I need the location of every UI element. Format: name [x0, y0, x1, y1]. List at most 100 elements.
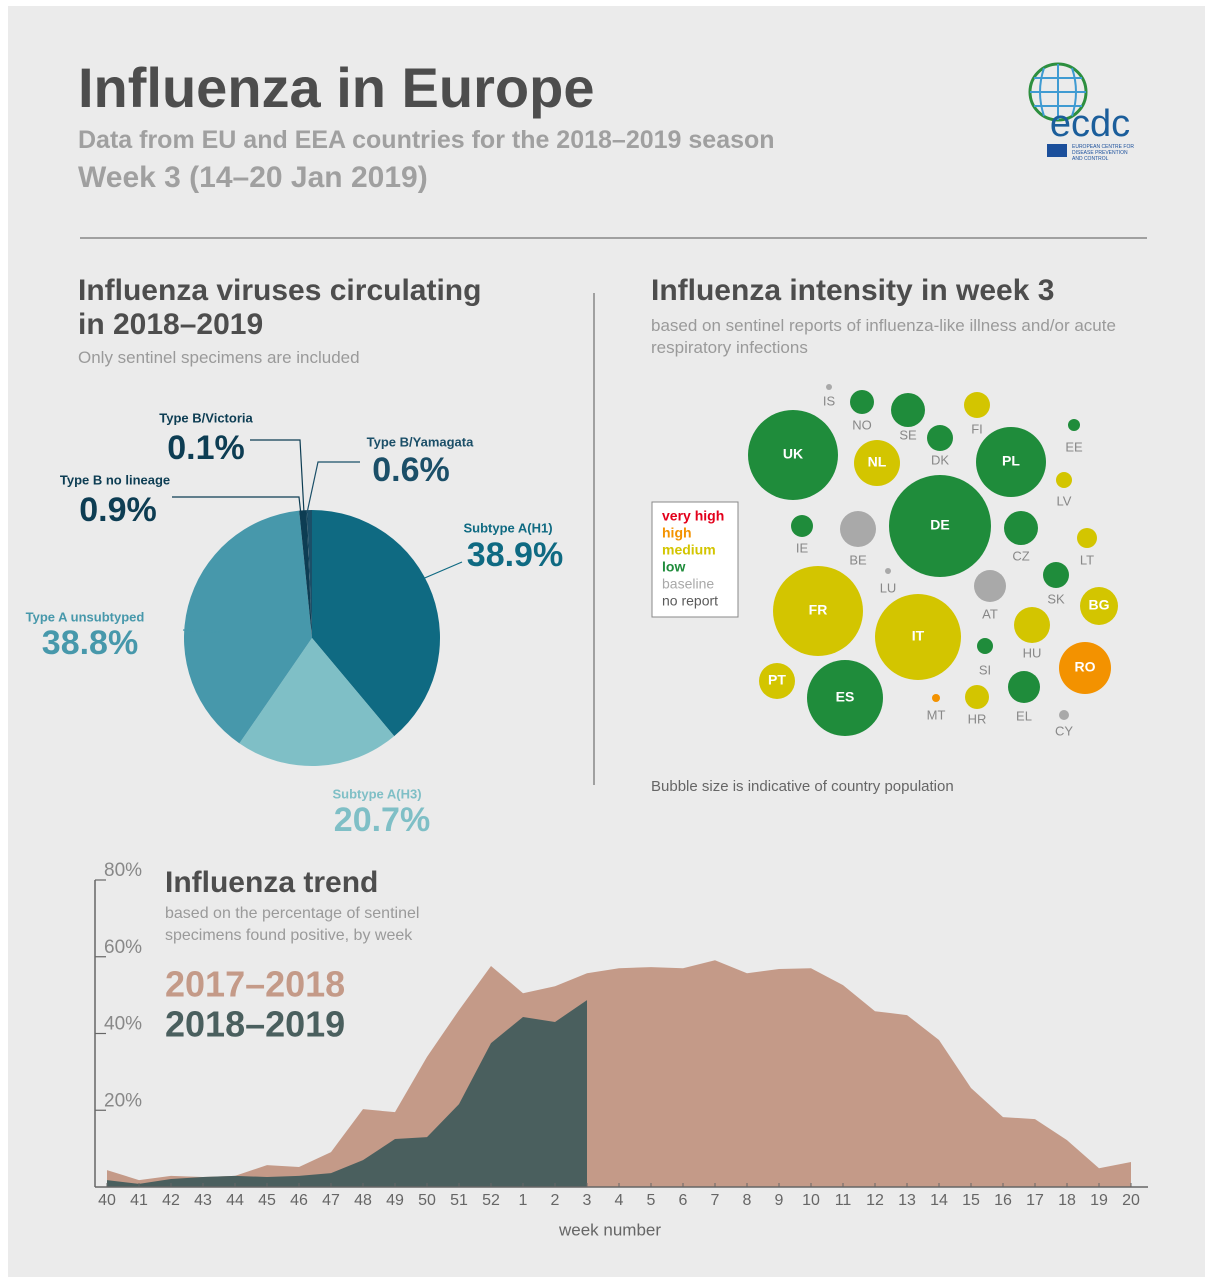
- pie-slice: [306, 510, 312, 638]
- pie-slice: [239, 638, 395, 766]
- country-label: CY: [1055, 723, 1073, 738]
- legend-entry: low: [662, 559, 685, 575]
- country-label: HR: [968, 711, 987, 726]
- country-label: PL: [1002, 453, 1020, 469]
- x-tick-label: 50: [418, 1192, 436, 1209]
- slice-category: Type B/Yamagata: [367, 434, 474, 449]
- leader-line: [419, 561, 463, 581]
- country-label: BE: [849, 552, 867, 567]
- country-bubble: [1043, 562, 1069, 588]
- country-label: HU: [1023, 645, 1042, 660]
- country-bubble: [840, 511, 876, 547]
- x-tick-label: 43: [194, 1192, 212, 1209]
- country-bubble: [885, 568, 891, 574]
- slice-value-label: 0.1%: [167, 429, 245, 467]
- x-tick-label: 47: [322, 1192, 340, 1209]
- slice-category: Type B/Victoria: [159, 410, 253, 425]
- slice-category: Type A unsubtyped: [26, 609, 145, 624]
- country-bubble: [748, 410, 838, 500]
- pie-slice: [184, 510, 312, 744]
- x-tick-label: 52: [482, 1192, 500, 1209]
- x-tick-label: 4: [615, 1192, 624, 1209]
- bubble-subtitle: based on sentinel reports of influenza-l…: [651, 316, 1116, 357]
- x-tick-label: 11: [835, 1192, 852, 1209]
- country-bubble: [1059, 642, 1111, 694]
- country-bubble: [1077, 528, 1097, 548]
- x-tick-label: 45: [258, 1192, 276, 1209]
- x-axis-label: week number: [558, 1220, 661, 1239]
- slice-value-label: 0.9%: [79, 491, 157, 529]
- slice-value-label: 0.6%: [372, 451, 450, 489]
- country-label: AT: [982, 606, 998, 621]
- x-tick-label: 6: [679, 1192, 688, 1209]
- logo-text: ecdc: [1050, 103, 1130, 145]
- area: [107, 1000, 587, 1187]
- x-tick-label: 15: [962, 1192, 980, 1209]
- country-bubble: [850, 390, 874, 414]
- country-bubble: [976, 427, 1046, 497]
- country-label: LV: [1057, 493, 1072, 508]
- country-label: IS: [823, 393, 836, 408]
- legend-entry: 2017–2018: [165, 964, 345, 1005]
- logo-grid: [1030, 64, 1086, 120]
- legend-entry: medium: [662, 542, 716, 558]
- slice-value-label: 20.7%: [334, 801, 430, 839]
- country-bubble: [974, 570, 1006, 602]
- country-bubble: [964, 392, 990, 418]
- country-label: FI: [971, 421, 983, 436]
- bubble-title: Influenza intensity in week 3: [651, 274, 1055, 307]
- slice-category: Type B no lineage: [60, 472, 170, 487]
- country-label: NL: [868, 454, 887, 470]
- country-bubble: [1008, 671, 1040, 703]
- country-bubble: [1059, 710, 1069, 720]
- country-bubble: [1014, 607, 1050, 643]
- x-tick-label: 7: [711, 1192, 720, 1209]
- country-label: NO: [852, 417, 872, 432]
- title: Influenza in Europe: [78, 56, 595, 119]
- x-tick-label: 49: [386, 1192, 404, 1209]
- country-bubble: [773, 566, 863, 656]
- x-tick-label: 40: [98, 1192, 116, 1209]
- country-label: RO: [1075, 659, 1096, 675]
- country-label: SK: [1047, 591, 1065, 606]
- country-label: UK: [783, 446, 803, 462]
- country-bubble: [1080, 587, 1118, 625]
- x-tick-label: 41: [130, 1192, 148, 1209]
- x-tick-label: 8: [743, 1192, 752, 1209]
- slice-category: Subtype A(H1): [463, 520, 552, 535]
- country-bubble: [927, 425, 953, 451]
- country-label: SE: [899, 427, 917, 442]
- x-tick-label: 20: [1122, 1192, 1140, 1209]
- trend-title: Influenza trend: [165, 866, 379, 899]
- country-label: LT: [1080, 552, 1094, 567]
- x-tick-label: 12: [866, 1192, 884, 1209]
- country-label: CZ: [1012, 548, 1029, 563]
- x-tick-label: 3: [583, 1192, 592, 1209]
- country-label: DE: [930, 517, 949, 533]
- legend-entry: very high: [662, 508, 724, 524]
- country-bubble: [1068, 419, 1080, 431]
- country-label: LU: [880, 580, 897, 595]
- pie-subtitle: Only sentinel specimens are included: [78, 348, 360, 367]
- x-tick-label: 10: [802, 1192, 820, 1209]
- x-tick-label: 17: [1026, 1192, 1044, 1209]
- x-tick-label: 51: [450, 1192, 468, 1209]
- leader-line: [306, 461, 360, 514]
- country-bubble: [854, 440, 900, 486]
- country-bubble: [932, 694, 940, 702]
- leader-line: [182, 629, 221, 633]
- country-bubble: [826, 384, 832, 390]
- eu-flag: [1047, 144, 1067, 157]
- pie-slice: [312, 510, 440, 737]
- country-label: ES: [836, 689, 855, 705]
- pie-title: Influenza viruses circulating in 2018–20…: [78, 274, 482, 341]
- country-label: IE: [796, 540, 809, 555]
- legend-box: [651, 501, 739, 618]
- country-label: PT: [768, 672, 786, 688]
- slice-value-label: 38.9%: [467, 536, 563, 574]
- x-tick-label: 44: [226, 1192, 244, 1209]
- x-tick-label: 2: [551, 1192, 560, 1209]
- y-tick-label: 60%: [104, 937, 142, 958]
- bubble-note: Bubble size is indicative of country pop…: [651, 778, 954, 795]
